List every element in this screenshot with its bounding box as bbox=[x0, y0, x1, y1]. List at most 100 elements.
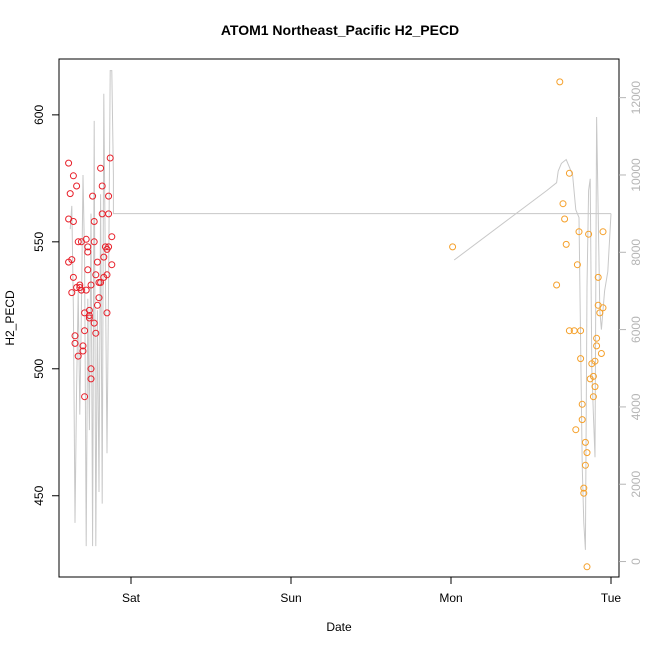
data-point-red bbox=[90, 319, 98, 327]
data-point-red bbox=[98, 182, 106, 190]
right-y-tick-label: 2000 bbox=[629, 471, 643, 498]
data-point-orange bbox=[562, 240, 570, 248]
data-point-red bbox=[69, 218, 77, 225]
data-point-red bbox=[90, 238, 98, 246]
data-point-red bbox=[93, 258, 101, 266]
data-point-red bbox=[69, 273, 77, 281]
data-point-red bbox=[90, 218, 98, 225]
x-tick-label: Mon bbox=[439, 591, 462, 605]
data-point-red bbox=[85, 306, 93, 314]
data-point-orange bbox=[593, 342, 601, 350]
data-point-orange bbox=[581, 438, 589, 446]
right-y-tick-label: 6000 bbox=[629, 316, 643, 343]
points-layer bbox=[65, 78, 607, 571]
data-point-red bbox=[74, 238, 82, 246]
data-point-red bbox=[103, 271, 111, 279]
data-point-orange bbox=[565, 169, 573, 177]
data-point-orange bbox=[578, 416, 586, 424]
data-point-orange bbox=[577, 355, 585, 363]
plot-area bbox=[58, 58, 620, 578]
data-point-red bbox=[108, 233, 116, 241]
data-point-orange bbox=[583, 449, 591, 457]
secondary-line-layer bbox=[69, 70, 612, 550]
data-point-orange bbox=[580, 484, 588, 492]
data-point-red bbox=[105, 210, 113, 218]
data-point-red bbox=[65, 159, 73, 167]
y-tick-label: 500 bbox=[32, 358, 46, 378]
data-point-orange bbox=[559, 200, 567, 208]
data-point-red bbox=[68, 256, 76, 264]
data-point-orange bbox=[561, 215, 569, 223]
data-point-orange bbox=[591, 357, 599, 365]
data-point-red bbox=[108, 261, 116, 269]
data-point-red bbox=[87, 365, 95, 373]
data-point-orange bbox=[594, 273, 602, 281]
data-point-red bbox=[106, 154, 114, 162]
data-point-orange bbox=[583, 563, 591, 571]
x-tick-label: Tue bbox=[601, 591, 622, 605]
x-tick-label: Sat bbox=[122, 591, 141, 605]
data-point-red bbox=[81, 393, 89, 401]
data-point-red bbox=[89, 192, 97, 200]
y-tick-label: 600 bbox=[32, 105, 46, 125]
data-point-red bbox=[87, 281, 95, 289]
right-y-tick-label: 8000 bbox=[629, 239, 643, 266]
data-point-orange bbox=[580, 489, 588, 497]
data-point-orange bbox=[599, 304, 607, 312]
x-tick-label: Sun bbox=[280, 591, 301, 605]
data-point-red bbox=[97, 164, 105, 172]
data-point-red bbox=[92, 271, 100, 279]
data-point-red bbox=[84, 266, 92, 274]
data-point-orange bbox=[593, 334, 601, 342]
data-point-orange bbox=[577, 327, 585, 335]
axes-layer: Sat Sun Mon Tue4505005506000200040006000800… bbox=[32, 81, 643, 605]
right-y-tick-label: 0 bbox=[629, 558, 643, 565]
data-point-red bbox=[74, 352, 82, 360]
data-point-red bbox=[82, 286, 90, 294]
data-point-red bbox=[100, 253, 108, 261]
right-y-tick-label: 4000 bbox=[629, 393, 643, 420]
data-point-red bbox=[85, 314, 93, 322]
data-point-orange bbox=[578, 400, 586, 408]
y-tick-label: 450 bbox=[32, 485, 46, 505]
secondary-line-segment-2 bbox=[453, 116, 612, 550]
data-point-red bbox=[71, 339, 79, 347]
data-point-red bbox=[85, 312, 93, 319]
y-axis-label: H2_PECD bbox=[3, 290, 17, 346]
data-point-red bbox=[79, 347, 87, 355]
data-point-orange bbox=[449, 243, 457, 251]
data-point-red bbox=[82, 235, 90, 243]
secondary-line-segment-1 bbox=[69, 70, 611, 547]
data-point-red bbox=[103, 309, 111, 317]
data-point-orange bbox=[591, 383, 599, 391]
data-point-red bbox=[81, 327, 89, 335]
data-point-orange bbox=[565, 327, 573, 335]
data-point-orange bbox=[575, 228, 583, 236]
right-y-tick-label: 10000 bbox=[629, 158, 643, 192]
right-y-tick-label: 12000 bbox=[629, 81, 643, 115]
data-point-orange bbox=[585, 230, 593, 238]
data-point-red bbox=[93, 301, 101, 309]
data-point-red bbox=[68, 289, 76, 297]
data-point-orange bbox=[573, 261, 581, 269]
data-point-red bbox=[97, 279, 105, 286]
data-point-red bbox=[84, 243, 92, 251]
data-point-orange bbox=[553, 281, 561, 289]
data-point-orange bbox=[589, 393, 597, 401]
data-point-red bbox=[92, 329, 100, 337]
y-tick-label: 550 bbox=[32, 231, 46, 251]
data-point-red bbox=[73, 182, 81, 190]
data-point-orange bbox=[589, 372, 597, 380]
data-point-orange bbox=[572, 426, 580, 434]
data-point-orange bbox=[596, 309, 604, 317]
data-point-red bbox=[66, 190, 74, 198]
data-point-red bbox=[105, 243, 113, 251]
data-point-red bbox=[79, 342, 87, 350]
data-point-red bbox=[71, 332, 79, 340]
data-point-orange bbox=[556, 78, 564, 86]
data-point-red bbox=[77, 286, 85, 294]
data-point-orange bbox=[597, 350, 605, 357]
data-point-orange bbox=[599, 228, 607, 236]
x-axis-label: Date bbox=[326, 620, 352, 634]
